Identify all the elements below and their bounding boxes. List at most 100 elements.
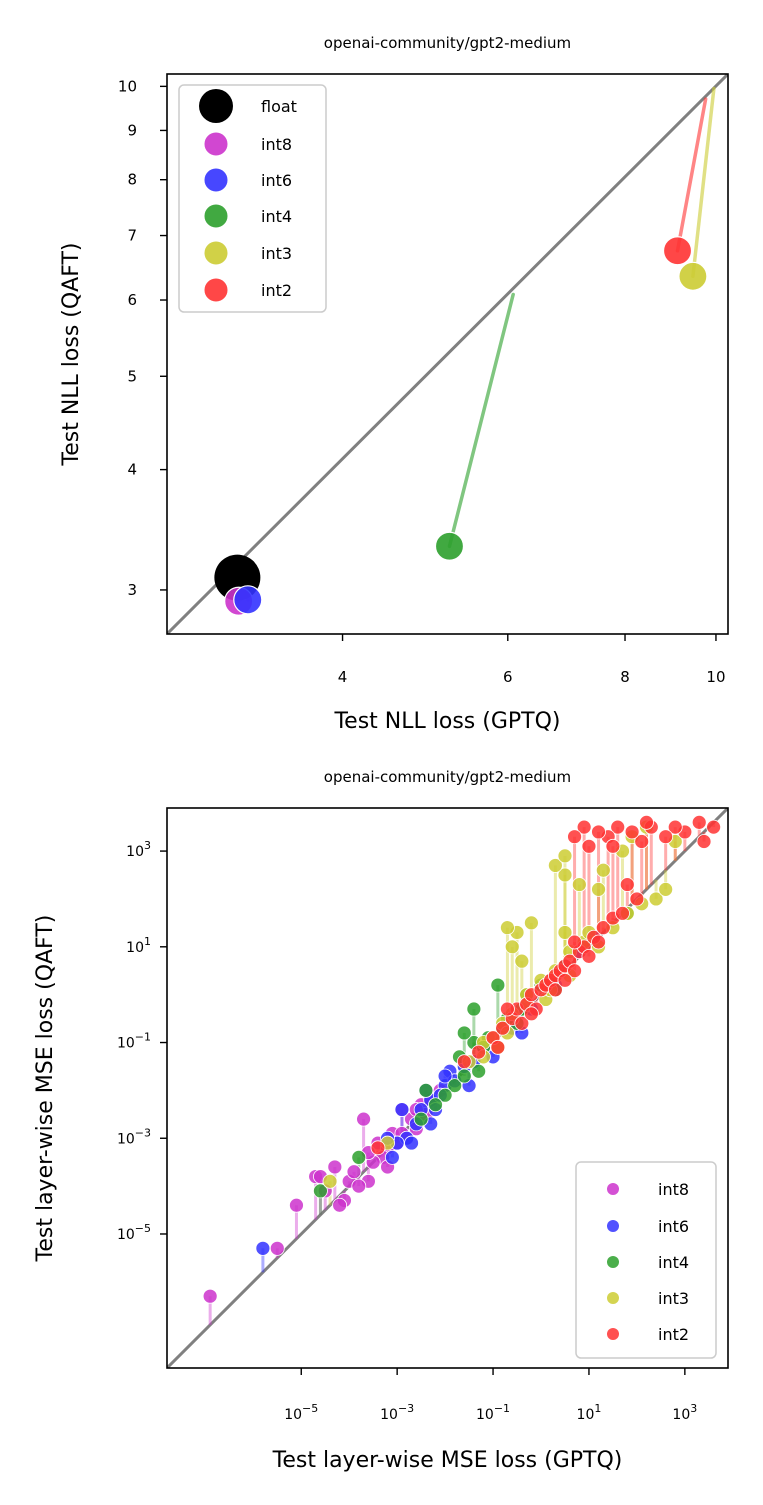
point-int8	[269, 1240, 285, 1256]
point-int8	[332, 1197, 348, 1213]
y-tick-label: 10−3	[117, 1126, 151, 1147]
point-int3	[514, 953, 530, 969]
chart-2-points	[202, 814, 722, 1304]
point-int3	[524, 915, 539, 931]
point-int3	[648, 891, 664, 907]
point-int2	[696, 834, 712, 849]
legend2-int2-marker	[607, 1328, 619, 1340]
point-int2	[658, 829, 674, 845]
point-int2	[567, 829, 582, 845]
point-int2	[662, 236, 693, 266]
legend-int3-label: int3	[261, 244, 292, 263]
point-int3	[500, 920, 515, 936]
x-tick-label: 8	[620, 668, 630, 686]
point-int6	[404, 1135, 419, 1151]
chart-2-xlabel: Test layer-wise MSE loss (GPTQ)	[272, 1448, 623, 1473]
legend2-int8-label: int8	[658, 1180, 689, 1199]
point-int8	[289, 1197, 304, 1213]
legend-int8-label: int8	[261, 135, 292, 154]
chart-2-y-ticks: 10−5 10−3 10−1 101 103	[117, 839, 167, 1243]
point-int2	[619, 877, 635, 892]
y-tick-label: 103	[126, 839, 151, 860]
point-int4	[418, 1082, 434, 1098]
point-int2	[591, 824, 606, 840]
point-int4	[456, 1068, 472, 1084]
point-int6	[394, 1102, 410, 1117]
point-int8	[356, 1111, 371, 1127]
point-int2	[595, 920, 611, 936]
point-int8	[346, 1164, 362, 1180]
point-int2	[370, 1140, 386, 1156]
point-int2	[576, 819, 592, 835]
point-int3	[322, 1173, 338, 1189]
legend2-int6-marker	[607, 1220, 619, 1232]
chart-1-xlabel: Test NLL loss (GPTQ)	[333, 709, 560, 734]
chart-1-x-ticks: 4 6 8 10	[338, 634, 726, 686]
point-int3	[678, 261, 708, 291]
point-int2	[706, 819, 722, 835]
point-int4	[351, 1150, 367, 1165]
legend2-int6-label: int6	[658, 1217, 689, 1236]
point-int6	[255, 1240, 271, 1256]
point-int2	[567, 963, 582, 979]
y-tick-label: 4	[127, 461, 137, 479]
point-int3	[595, 862, 611, 878]
chart-1-legend-box	[178, 84, 327, 313]
legend2-int2-label: int2	[658, 1325, 689, 1344]
x-tick-label: 4	[338, 668, 348, 686]
legend-int3-marker	[203, 240, 229, 266]
point-int2	[490, 1039, 506, 1055]
point-int2	[591, 934, 606, 950]
legend-float-marker	[199, 89, 233, 123]
point-int3	[557, 848, 573, 864]
chart-2-frame	[166, 807, 729, 1369]
point-int4	[434, 531, 465, 561]
chart-1-frame	[166, 73, 729, 635]
point-int2	[624, 824, 640, 840]
point-int3	[658, 881, 674, 897]
point-int2	[667, 819, 683, 835]
y-tick-label: 5	[127, 367, 137, 385]
point-int8	[202, 1288, 218, 1304]
point-int6	[437, 1068, 453, 1084]
chart-1-ylabel: Test NLL loss (QAFT)	[59, 242, 84, 466]
point-int2	[514, 1015, 530, 1031]
y-tick-label: 10−5	[117, 1222, 151, 1243]
point-int3	[591, 881, 606, 897]
x-tick-label: 10−1	[476, 1402, 510, 1423]
y-tick-label: 10−1	[117, 1031, 151, 1052]
y-tick-label: 10	[118, 77, 137, 95]
point-int3	[504, 939, 520, 955]
chart-1-connectors	[235, 86, 716, 603]
legend2-int8-marker	[607, 1183, 619, 1195]
x-tick-label: 10	[706, 668, 725, 686]
point-int2	[500, 1001, 515, 1017]
point-int4	[490, 977, 506, 993]
chart-1-legend: float int8 int6 int4 int3 int2	[178, 84, 327, 313]
chart-2-title: openai-community/gpt2-medium	[324, 768, 571, 786]
connector-int4	[447, 292, 515, 549]
legend-float-label: float	[261, 97, 297, 116]
point-int2	[547, 982, 563, 998]
point-int4	[437, 1087, 453, 1103]
connector-int3	[691, 86, 716, 279]
point-int3	[557, 867, 573, 883]
legend-int2-label: int2	[261, 281, 292, 300]
x-tick-label: 101	[577, 1402, 602, 1423]
y-tick-label: 101	[126, 935, 151, 956]
y-tick-label: 9	[127, 121, 137, 139]
point-int2	[629, 891, 645, 907]
chart-1-points	[214, 236, 708, 616]
point-int4	[471, 1063, 487, 1079]
point-int8	[351, 1178, 367, 1194]
chart-1: openai-community/gpt2-medium 4 6 8 10 3 4 5 6 7…	[59, 34, 729, 734]
point-int2	[615, 905, 630, 921]
legend2-int3-label: int3	[658, 1289, 689, 1308]
legend2-int4-marker	[607, 1256, 619, 1268]
legend-int4-label: int4	[261, 207, 292, 226]
legend-int2-marker	[203, 277, 229, 303]
legend-int8-marker	[203, 131, 229, 157]
chart-2-legend-box	[575, 1161, 717, 1359]
point-int2	[581, 838, 597, 854]
